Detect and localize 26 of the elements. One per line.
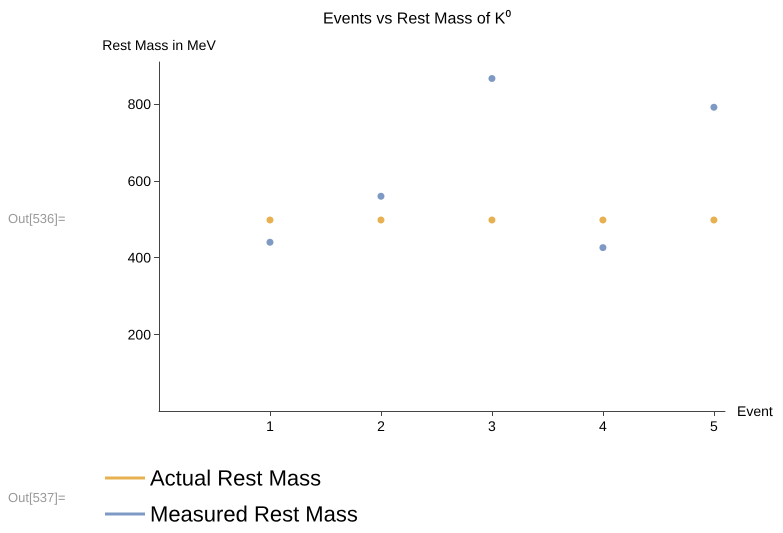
chart-title: Events vs Rest Mass of K⁰ (323, 10, 512, 28)
text: Out[537]= (8, 490, 66, 505)
x-tick-label: 4 (599, 418, 608, 434)
point (266, 238, 274, 246)
point (266, 216, 274, 224)
point (599, 244, 606, 252)
point (599, 216, 606, 224)
y-tick-label: 800 (128, 96, 152, 112)
point (377, 192, 384, 200)
x-tick-label: 5 (710, 418, 718, 434)
x-tick-label: 2 (377, 418, 386, 434)
point (377, 216, 384, 224)
point (710, 216, 718, 224)
y-axis-title: Rest Mass in MeV (102, 37, 216, 53)
point (488, 74, 496, 82)
y-tick-label: 200 (128, 326, 152, 342)
text: Out[536]= (8, 211, 66, 226)
legend-label: Measured Rest Mass (150, 502, 358, 526)
point (710, 104, 718, 111)
legend-label: Actual Rest Mass (150, 466, 322, 490)
x-tick-label: 1 (266, 418, 274, 434)
x-tick-label: 3 (488, 418, 496, 434)
point (488, 216, 496, 224)
y-tick-label: 400 (128, 250, 152, 266)
x-axis-title: Event (737, 403, 773, 419)
y-tick-label: 600 (128, 172, 152, 189)
